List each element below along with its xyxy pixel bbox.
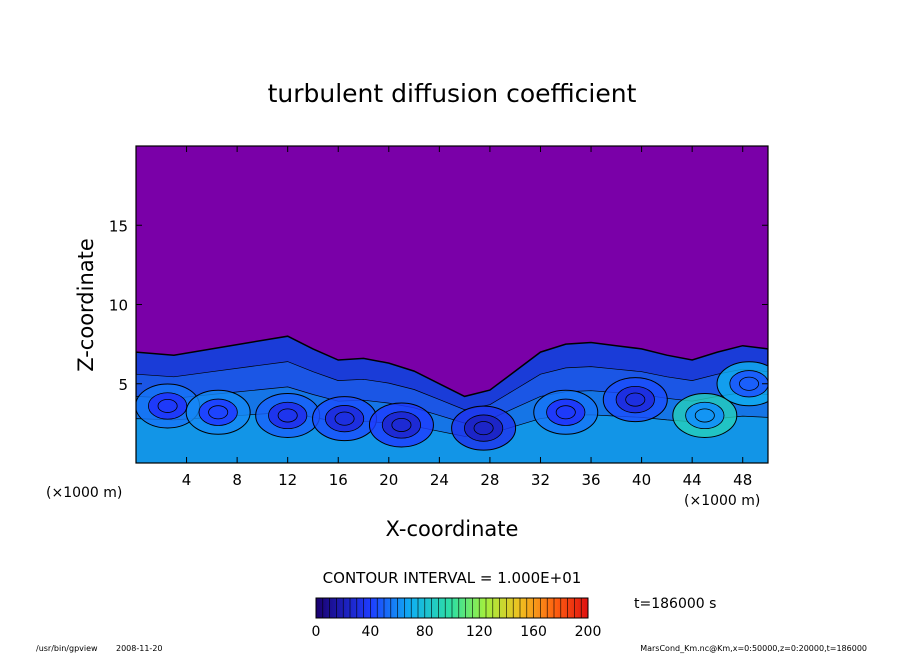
x-unit-left: (×1000 m) bbox=[46, 485, 122, 501]
x-tick-label: 28 bbox=[480, 471, 499, 489]
x-tick-label: 36 bbox=[581, 471, 600, 489]
footer-source: MarsCond_Km.nc@Km,x=0:50000,z=0:20000,t=… bbox=[640, 644, 867, 653]
y-tick-label: 5 bbox=[118, 376, 128, 394]
eddy-contour bbox=[208, 405, 229, 420]
x-axis: 4 8 12 16 20 24 28 32 36 40 44 48 bbox=[182, 146, 752, 489]
eddy-contour bbox=[555, 405, 576, 420]
time-label: t=186000 s bbox=[634, 596, 716, 612]
x-tick-label: 40 bbox=[632, 471, 651, 489]
eddy-core bbox=[324, 405, 365, 433]
colorbar-tick-label: 0 bbox=[312, 624, 321, 640]
eddy-core bbox=[381, 411, 422, 439]
x-tick-label: 12 bbox=[278, 471, 297, 489]
colorbar-stripes bbox=[322, 598, 582, 618]
eddy-core bbox=[546, 398, 586, 426]
eddy-core bbox=[198, 398, 238, 426]
eddy-core bbox=[268, 401, 308, 430]
eddy-core bbox=[615, 385, 655, 414]
x-tick-label: 8 bbox=[232, 471, 242, 489]
footer-date: 2008-11-20 bbox=[116, 644, 163, 653]
y-tick-label: 15 bbox=[109, 217, 128, 235]
eddy-contour bbox=[157, 398, 178, 413]
chart-title: turbulent diffusion coefficient bbox=[268, 79, 637, 108]
x-tick-label: 20 bbox=[379, 471, 398, 489]
eddy-core bbox=[148, 392, 188, 420]
eddy-contour bbox=[334, 411, 355, 426]
colorbar-tick-label: 80 bbox=[416, 624, 434, 640]
colorbar-tick-label: 120 bbox=[466, 624, 493, 640]
y-axis: 5 10 15 bbox=[109, 217, 768, 394]
eddy-contour bbox=[391, 417, 412, 432]
turbulent-field bbox=[136, 335, 768, 463]
eddy-contour bbox=[694, 408, 715, 423]
eddy-core bbox=[463, 414, 504, 442]
x-tick-label: 48 bbox=[733, 471, 752, 489]
eddy-contour bbox=[739, 376, 760, 391]
x-tick-label: 32 bbox=[531, 471, 550, 489]
eddy-core bbox=[685, 401, 725, 430]
x-tick-label: 44 bbox=[683, 471, 702, 489]
x-tick-label: 4 bbox=[182, 471, 192, 489]
colorbar-tick-label: 40 bbox=[361, 624, 379, 640]
eddy-core bbox=[729, 370, 768, 398]
y-axis-label: Z-coordinate bbox=[74, 238, 98, 372]
footer-program: /usr/bin/gpview bbox=[36, 644, 98, 653]
x-unit-right: (×1000 m) bbox=[684, 493, 760, 509]
x-axis-label: X-coordinate bbox=[386, 517, 519, 541]
colorbar-ticks: 0 40 80 120 160 200 bbox=[312, 624, 602, 640]
eddy-contour bbox=[473, 421, 494, 436]
contour-interval: CONTOUR INTERVAL = 1.000E+01 bbox=[323, 569, 582, 587]
colorbar-tick-label: 160 bbox=[520, 624, 547, 640]
eddy-contour bbox=[625, 392, 646, 407]
colorbar-tick-label: 200 bbox=[575, 624, 602, 640]
eddy-contour bbox=[277, 408, 298, 423]
x-tick-label: 24 bbox=[430, 471, 449, 489]
y-tick-label: 10 bbox=[109, 297, 128, 315]
x-tick-label: 16 bbox=[329, 471, 348, 489]
